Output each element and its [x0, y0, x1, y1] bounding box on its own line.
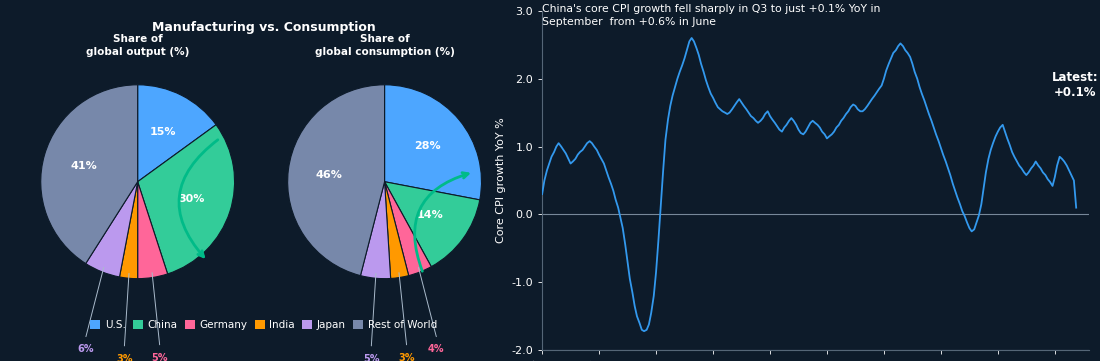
- Text: 46%: 46%: [316, 170, 342, 180]
- Wedge shape: [385, 182, 409, 278]
- Text: 4%: 4%: [428, 344, 444, 355]
- Wedge shape: [138, 125, 234, 274]
- Legend: U.S., China, Germany, India, Japan, Rest of World: U.S., China, Germany, India, Japan, Rest…: [86, 316, 441, 334]
- Wedge shape: [361, 182, 390, 279]
- Wedge shape: [138, 182, 167, 279]
- Wedge shape: [385, 182, 480, 267]
- Text: 6%: 6%: [78, 344, 95, 355]
- Text: 30%: 30%: [178, 194, 205, 204]
- Wedge shape: [138, 85, 216, 182]
- Text: 3%: 3%: [398, 353, 415, 361]
- Title: Share of
global consumption (%): Share of global consumption (%): [315, 34, 454, 57]
- Text: Manufacturing vs. Consumption: Manufacturing vs. Consumption: [152, 21, 375, 34]
- Text: 3%: 3%: [117, 354, 133, 361]
- Wedge shape: [385, 182, 431, 275]
- Title: Share of
global output (%): Share of global output (%): [86, 34, 189, 57]
- Wedge shape: [385, 85, 482, 200]
- Text: 14%: 14%: [417, 210, 443, 220]
- Wedge shape: [120, 182, 138, 279]
- Wedge shape: [287, 85, 385, 275]
- Text: 15%: 15%: [150, 127, 176, 136]
- Wedge shape: [41, 85, 138, 264]
- Text: China's core CPI growth fell sharply in Q3 to just +0.1% YoY in
September  from : China's core CPI growth fell sharply in …: [542, 4, 880, 27]
- Text: 5%: 5%: [152, 353, 168, 361]
- Text: 5%: 5%: [363, 354, 379, 361]
- Text: Latest:
+0.1%: Latest: +0.1%: [1052, 71, 1098, 100]
- Text: 28%: 28%: [415, 141, 441, 151]
- Y-axis label: Core CPI growth YoY %: Core CPI growth YoY %: [496, 118, 506, 243]
- Text: 41%: 41%: [70, 161, 97, 171]
- Wedge shape: [86, 182, 138, 277]
